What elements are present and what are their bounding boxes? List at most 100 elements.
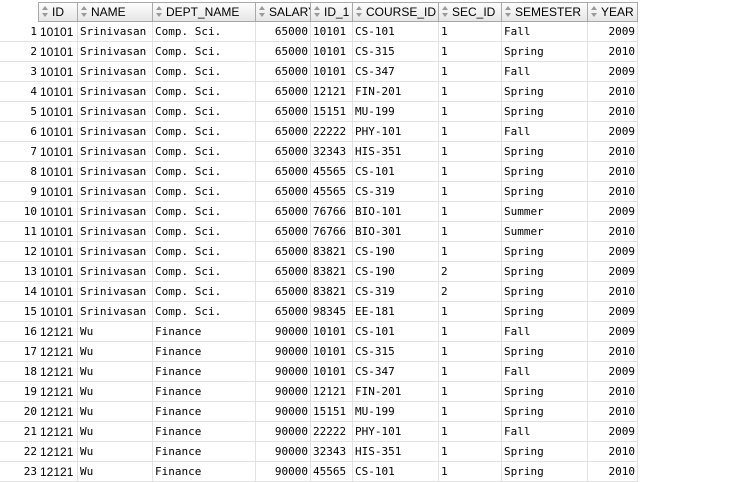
table-cell[interactable]: Wu <box>78 422 153 442</box>
table-cell[interactable]: 2010 <box>588 382 638 402</box>
sort-arrows-icon[interactable] <box>154 3 166 21</box>
table-cell[interactable]: 12121 <box>38 462 78 482</box>
table-cell[interactable]: 90000 <box>256 442 311 462</box>
table-cell[interactable]: HIS-351 <box>353 142 439 162</box>
table-cell[interactable]: 2009 <box>588 202 638 222</box>
table-row[interactable]: 20 12121 Wu Finance 90000 15151 MU-199 1 Spring 2… <box>0 402 640 422</box>
table-cell[interactable]: 2009 <box>588 302 638 322</box>
table-cell[interactable]: 10101 <box>38 242 78 262</box>
table-cell[interactable]: FIN-201 <box>353 382 439 402</box>
table-cell[interactable]: 65000 <box>256 182 311 202</box>
table-cell[interactable]: Srinivasan <box>78 242 153 262</box>
table-cell[interactable]: 2 <box>439 262 502 282</box>
table-cell[interactable]: 83821 <box>311 262 353 282</box>
table-cell[interactable]: 65000 <box>256 42 311 62</box>
table-cell[interactable]: Spring <box>502 42 588 62</box>
table-cell[interactable]: Srinivasan <box>78 122 153 142</box>
sort-arrows-icon[interactable] <box>589 3 601 21</box>
table-cell[interactable]: 1 <box>439 62 502 82</box>
table-cell[interactable]: Wu <box>78 442 153 462</box>
table-row[interactable]: 14 10101 Srinivasan Comp. Sci. 65000 83821 CS-… <box>0 282 640 302</box>
table-cell[interactable]: 2009 <box>588 22 638 42</box>
table-row[interactable]: 2 10101 Srinivasan Comp. Sci. 65000 10101 CS-3… <box>0 42 640 62</box>
table-cell[interactable]: 98345 <box>311 302 353 322</box>
table-cell[interactable]: Spring <box>502 102 588 122</box>
table-cell[interactable]: Spring <box>502 342 588 362</box>
table-cell[interactable]: Srinivasan <box>78 142 153 162</box>
table-cell[interactable]: CS-319 <box>353 182 439 202</box>
table-cell[interactable]: 1 <box>439 402 502 422</box>
table-cell[interactable]: 83821 <box>311 242 353 262</box>
table-cell[interactable]: 10101 <box>311 362 353 382</box>
table-cell[interactable]: 65000 <box>256 62 311 82</box>
table-cell[interactable]: 12121 <box>38 322 78 342</box>
table-cell[interactable]: 76766 <box>311 202 353 222</box>
table-cell[interactable]: 2010 <box>588 102 638 122</box>
table-cell[interactable]: PHY-101 <box>353 422 439 442</box>
table-cell[interactable]: 1 <box>439 242 502 262</box>
table-cell[interactable]: Comp. Sci. <box>153 42 256 62</box>
column-header-dept-name[interactable]: DEPT_NAME <box>153 2 256 22</box>
table-cell[interactable]: 10101 <box>38 202 78 222</box>
table-cell[interactable]: Spring <box>502 142 588 162</box>
column-header-id[interactable]: ID <box>38 2 78 22</box>
table-cell[interactable]: 1 <box>439 382 502 402</box>
table-cell[interactable]: 10101 <box>311 42 353 62</box>
table-cell[interactable]: 1 <box>439 202 502 222</box>
table-cell[interactable]: 10101 <box>38 82 78 102</box>
table-cell[interactable]: 2010 <box>588 442 638 462</box>
table-cell[interactable]: 1 <box>439 22 502 42</box>
table-row[interactable]: 18 12121 Wu Finance 90000 10101 CS-347 1 Fall 200… <box>0 362 640 382</box>
table-cell[interactable]: 12121 <box>38 442 78 462</box>
table-cell[interactable]: CS-190 <box>353 242 439 262</box>
table-cell[interactable]: 45565 <box>311 182 353 202</box>
table-row[interactable]: 5 10101 Srinivasan Comp. Sci. 65000 15151 MU-1… <box>0 102 640 122</box>
table-cell[interactable]: Comp. Sci. <box>153 282 256 302</box>
table-cell[interactable]: CS-319 <box>353 282 439 302</box>
table-cell[interactable]: CS-101 <box>353 22 439 42</box>
table-row[interactable]: 10 10101 Srinivasan Comp. Sci. 65000 76766 BIO… <box>0 202 640 222</box>
table-cell[interactable]: 90000 <box>256 382 311 402</box>
sort-arrows-icon[interactable] <box>440 3 452 21</box>
table-cell[interactable]: 32343 <box>311 142 353 162</box>
table-cell[interactable]: Srinivasan <box>78 302 153 322</box>
table-row[interactable]: 16 12121 Wu Finance 90000 10101 CS-101 1 Fall 200… <box>0 322 640 342</box>
table-cell[interactable]: Summer <box>502 222 588 242</box>
table-cell[interactable]: 12121 <box>38 342 78 362</box>
table-cell[interactable]: 90000 <box>256 322 311 342</box>
table-cell[interactable]: 10101 <box>311 322 353 342</box>
table-cell[interactable]: Srinivasan <box>78 282 153 302</box>
table-cell[interactable]: 65000 <box>256 262 311 282</box>
table-cell[interactable]: EE-181 <box>353 302 439 322</box>
table-cell[interactable]: Srinivasan <box>78 262 153 282</box>
table-cell[interactable]: 2010 <box>588 162 638 182</box>
table-cell[interactable]: 22222 <box>311 422 353 442</box>
table-cell[interactable]: Srinivasan <box>78 82 153 102</box>
table-cell[interactable]: 1 <box>439 422 502 442</box>
table-cell[interactable]: 65000 <box>256 142 311 162</box>
table-cell[interactable]: Comp. Sci. <box>153 222 256 242</box>
table-cell[interactable]: Fall <box>502 22 588 42</box>
table-row[interactable]: 7 10101 Srinivasan Comp. Sci. 65000 32343 HIS-… <box>0 142 640 162</box>
table-cell[interactable]: 65000 <box>256 22 311 42</box>
table-cell[interactable]: Finance <box>153 422 256 442</box>
table-cell[interactable]: Spring <box>502 282 588 302</box>
column-header-id-1[interactable]: ID_1 <box>311 2 353 22</box>
table-cell[interactable]: Fall <box>502 422 588 442</box>
table-cell[interactable]: 10101 <box>311 22 353 42</box>
table-cell[interactable]: Wu <box>78 462 153 482</box>
table-row[interactable]: 23 12121 Wu Finance 90000 45565 CS-101 1 Spring 2… <box>0 462 640 482</box>
table-cell[interactable]: 1 <box>439 162 502 182</box>
table-cell[interactable]: Comp. Sci. <box>153 22 256 42</box>
table-row[interactable]: 13 10101 Srinivasan Comp. Sci. 65000 83821 CS-… <box>0 262 640 282</box>
table-cell[interactable]: 1 <box>439 342 502 362</box>
table-cell[interactable]: 10101 <box>38 182 78 202</box>
table-cell[interactable]: Spring <box>502 162 588 182</box>
table-cell[interactable]: PHY-101 <box>353 122 439 142</box>
table-row[interactable]: 4 10101 Srinivasan Comp. Sci. 65000 12121 FIN-… <box>0 82 640 102</box>
table-cell[interactable]: 90000 <box>256 462 311 482</box>
table-cell[interactable]: Finance <box>153 462 256 482</box>
table-cell[interactable]: 1 <box>439 222 502 242</box>
table-cell[interactable]: 1 <box>439 462 502 482</box>
table-row[interactable]: 9 10101 Srinivasan Comp. Sci. 65000 45565 CS-3… <box>0 182 640 202</box>
